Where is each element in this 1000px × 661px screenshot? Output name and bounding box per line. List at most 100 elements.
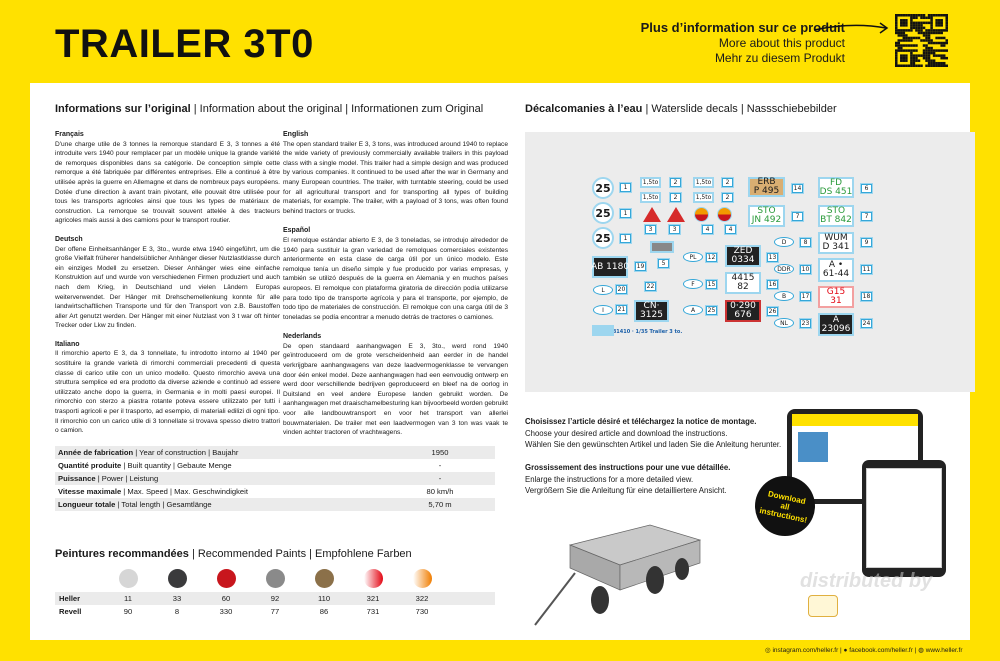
more-info-de: Mehr zu diesem Produkt bbox=[714, 51, 845, 65]
decal-num: 9 bbox=[860, 237, 873, 248]
decal-taillight-icon bbox=[717, 207, 732, 222]
decal-num: 13 bbox=[766, 252, 779, 263]
section-text: De open standaard aanhangwagen E 3, 3to.… bbox=[283, 342, 508, 437]
spec-label-bold: Quantité produite bbox=[58, 461, 122, 470]
paint-code: 110 bbox=[317, 594, 331, 603]
section-language: English bbox=[283, 131, 309, 138]
instructions-line: Vergrößern Sie die Anleitung für eine de… bbox=[525, 486, 727, 495]
decal-oval: D bbox=[774, 237, 794, 247]
decal-num: 23 bbox=[799, 318, 812, 329]
decal-num: 3 bbox=[668, 224, 681, 235]
decal-plate: AB 1180 bbox=[591, 256, 629, 278]
spec-row: Année de fabrication | Year of construct… bbox=[55, 446, 495, 459]
spec-label-bold: Longueur totale bbox=[58, 500, 116, 509]
more-info-en: More about this product bbox=[718, 36, 845, 50]
decal-plate: 1,5to bbox=[693, 177, 714, 188]
decal-oval: PL bbox=[683, 252, 703, 262]
facebook-icon: ● bbox=[843, 647, 848, 654]
spec-label-bold: Puissance bbox=[58, 474, 96, 483]
decal-num: 16 bbox=[766, 279, 779, 290]
decal-num: 11 bbox=[860, 264, 873, 275]
decal-oval: DDR bbox=[774, 264, 794, 274]
decal-num: 10 bbox=[799, 264, 812, 275]
spec-value: - bbox=[438, 474, 442, 483]
decal-oval: F bbox=[683, 279, 703, 289]
paint-swatch bbox=[315, 569, 334, 588]
decal-plate: 1,5to bbox=[693, 192, 714, 203]
decal-num: 20 bbox=[615, 284, 628, 295]
spec-label-rest: | Built quantity | Gebaute Menge bbox=[121, 461, 232, 470]
paint-code: 60 bbox=[221, 594, 231, 603]
paint-row-heller: Heller 11 33 60 92 110 321 322 bbox=[55, 592, 495, 605]
paint-swatch bbox=[217, 569, 236, 588]
spec-value: 1950 bbox=[431, 448, 449, 457]
spec-label: Vitesse maximale | Max. Speed | Max. Ges… bbox=[58, 487, 385, 496]
instagram-link[interactable]: instagram.com/heller.fr bbox=[772, 647, 839, 654]
decal-num: 15 bbox=[705, 279, 718, 290]
decal-num: 2 bbox=[721, 192, 734, 203]
paint-brand: Revell bbox=[59, 607, 82, 616]
paints-heading: Peintures recommandées | Recommended Pai… bbox=[55, 548, 412, 560]
decal-oval: NL bbox=[774, 318, 794, 328]
language-section: English The open standard trailer E 3, 3 … bbox=[283, 130, 508, 216]
spec-row: Vitesse maximale | Max. Speed | Max. Ges… bbox=[55, 485, 495, 498]
paint-code: 731 bbox=[366, 607, 380, 616]
spec-label: Puissance | Power | Leistung bbox=[58, 474, 385, 483]
decal-num: 12 bbox=[705, 252, 718, 263]
section-language: Français bbox=[55, 131, 84, 138]
decal-num: 4 bbox=[701, 224, 714, 235]
decal-num: 24 bbox=[860, 318, 873, 329]
spec-row: Quantité produite | Built quantity | Geb… bbox=[55, 459, 495, 472]
paint-code: 11 bbox=[124, 594, 132, 603]
spec-value: 5,70 m bbox=[428, 500, 452, 509]
decal-plate: A 23096 bbox=[818, 313, 854, 336]
section-language: Nederlands bbox=[283, 333, 322, 341]
year-badge-icon bbox=[808, 595, 838, 617]
decal-num: 19 bbox=[634, 261, 647, 272]
decal-sheet: 25 1 25 1 25 1 1,5to 2 1,5to 2 1,5to 2 1,5to 2 3 3 4 4 5 AB… bbox=[525, 132, 975, 392]
page-title: TRAILER 3T0 bbox=[55, 22, 314, 66]
qr-code-icon[interactable] bbox=[895, 14, 948, 67]
decal-num: 4 bbox=[724, 224, 737, 235]
decal-plate: FD DS 451 bbox=[818, 177, 854, 198]
section-text: Il rimorchio aperto E 3, da 3 tonnellate… bbox=[55, 350, 280, 435]
paint-code: 8 bbox=[174, 607, 180, 616]
website-link[interactable]: www.heller.fr bbox=[925, 647, 963, 654]
decal-circ: 25 bbox=[592, 202, 614, 224]
decal-num: 21 bbox=[615, 304, 628, 315]
decal-plaque bbox=[650, 241, 674, 253]
facebook-link[interactable]: facebook.com/heller.fr bbox=[849, 647, 913, 654]
decal-num: 8 bbox=[799, 237, 812, 248]
paint-code: 33 bbox=[172, 594, 182, 603]
decal-num: 1 bbox=[619, 182, 632, 193]
decal-plate: STO BT 842 bbox=[818, 205, 854, 227]
decal-num: 7 bbox=[791, 211, 804, 222]
specs-table: Année de fabrication | Year of construct… bbox=[55, 446, 495, 511]
decal-circ: 25 bbox=[592, 227, 614, 249]
more-info: Plus d’information sur ce produit More a… bbox=[641, 20, 845, 66]
text-column-right: English The open standard trailer E 3, 3 … bbox=[283, 130, 508, 447]
decal-cap: 81410 · 1/35 Trailer 3 to. bbox=[612, 328, 683, 335]
spec-label-rest: | Power | Leistung bbox=[95, 474, 159, 483]
instagram-icon: ◎ bbox=[765, 647, 771, 654]
paint-code: 321 bbox=[366, 594, 380, 603]
trailer-illustration bbox=[534, 524, 702, 626]
spec-label-rest: | Max. Speed | Max. Geschwindigkeit bbox=[121, 487, 248, 496]
section-text: The open standard trailer E 3, 3 tons, w… bbox=[283, 140, 508, 215]
decal-plate: 4415 82 bbox=[725, 272, 761, 294]
language-section: Français D'une charge utile de 3 tonnes l… bbox=[55, 130, 280, 226]
instructions-line: Wählen Sie den gewünschten Artikel und l… bbox=[525, 440, 782, 449]
original-heading: Informations sur l’original | Informatio… bbox=[55, 103, 484, 115]
paint-code: 330 bbox=[219, 607, 233, 616]
decal-plate: STO JN 492 bbox=[748, 205, 785, 227]
spec-label: Longueur totale | Total length | Gesamtl… bbox=[58, 500, 385, 509]
section-text: El remolque estándar abierto E 3, de 3 t… bbox=[283, 236, 508, 321]
instructions-line: Enlarge the instructions for a more deta… bbox=[525, 474, 694, 484]
decal-num: 7 bbox=[860, 211, 873, 222]
paint-row-revell: Revell 90 8 330 77 86 731 730 bbox=[55, 605, 495, 618]
decal-num: 18 bbox=[860, 291, 873, 302]
decal-taillight-icon bbox=[694, 207, 709, 222]
download-badge[interactable]: Download all instructions! bbox=[755, 476, 815, 536]
paint-code: 90 bbox=[123, 607, 133, 616]
tablet-instructions bbox=[862, 460, 946, 577]
